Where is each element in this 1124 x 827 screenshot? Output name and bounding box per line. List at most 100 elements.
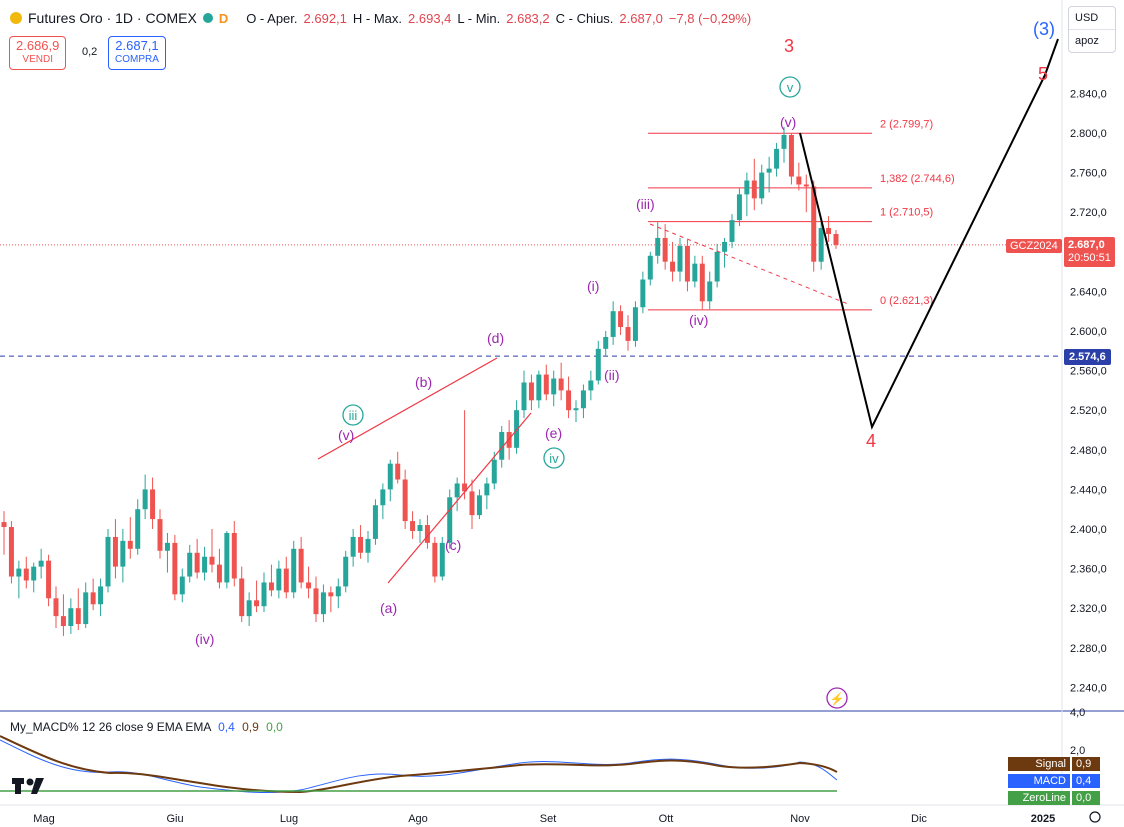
triangle-lower-trendline[interactable]: [387, 412, 532, 584]
candle-body: [580, 390, 586, 409]
candle-body: [751, 180, 757, 199]
events-lightning-icon[interactable]: [826, 687, 848, 709]
candle-body: [625, 327, 631, 341]
candle-body: [536, 374, 542, 401]
fib-level-label: 1,382 (2.744,6): [880, 173, 955, 185]
wave-label-v-top[interactable]: (v): [780, 114, 796, 130]
open-label: O - Aper.: [246, 10, 298, 26]
lightning-glyph: ⚡: [830, 692, 845, 706]
signal-value: 0,9: [1072, 757, 1100, 771]
wave-label-v-low[interactable]: (v): [338, 427, 354, 443]
market-status-icon[interactable]: [202, 13, 213, 23]
fib-level-label: 1 (2.710,5): [880, 207, 933, 219]
candle-body: [216, 564, 222, 583]
candle-body: [31, 566, 37, 581]
price-tick-label: 2.360,0: [1070, 564, 1107, 576]
fib-level-label: 2 (2.799,7): [880, 118, 933, 130]
fibonacci-extension[interactable]: 2 (2.799,7) 1,382 (2.744,6) 1 (2.710,5) 0 (…: [648, 118, 955, 311]
price-tick-label: 2.480,0: [1070, 445, 1107, 457]
candle-body: [105, 536, 111, 587]
apoz-button[interactable]: apoz: [1075, 35, 1099, 47]
candle-body: [803, 184, 809, 187]
wave-label-major-3[interactable]: 3: [784, 36, 794, 56]
candle-body: [788, 134, 794, 177]
hline-price-tag[interactable]: 2.574,6: [1064, 349, 1111, 365]
candle-body: [826, 228, 832, 234]
triangle-upper-trendline[interactable]: [317, 357, 498, 460]
candle-body: [818, 228, 824, 262]
wave-label-iv-may[interactable]: (iv): [195, 631, 214, 647]
candle-body: [209, 556, 215, 565]
candle-body: [387, 463, 393, 490]
candle-body: [684, 245, 690, 282]
candle-body: [306, 582, 312, 589]
wave-label-major-5[interactable]: 5: [1038, 64, 1048, 84]
sell-button[interactable]: 2.686,9 VENDI: [9, 36, 67, 70]
time-label-2025: 2025: [1031, 813, 1055, 825]
candle-body: [8, 527, 14, 577]
wave-label-b[interactable]: (b): [415, 374, 432, 390]
time-axis-settings-icon[interactable]: [1089, 811, 1101, 823]
candle-body: [424, 525, 430, 543]
price-tick-label: 2.640,0: [1070, 286, 1107, 298]
macd-legend[interactable]: My_MACD% 12 26 close 9 EMA EMA 0,4 0,9 0…: [10, 720, 283, 734]
candle-body: [714, 251, 720, 282]
signal-line: [0, 735, 838, 794]
price-tick-label: 2.600,0: [1070, 326, 1107, 338]
candle-body: [447, 497, 453, 543]
candle-body: [662, 237, 668, 262]
candle-body: [254, 600, 260, 607]
candle-body: [573, 408, 579, 411]
price-tick-label: 2.440,0: [1070, 484, 1107, 496]
signal-label: Signal: [1008, 757, 1070, 771]
candle-body: [268, 582, 274, 591]
candle-body: [157, 519, 163, 551]
buy-button[interactable]: 2.687,1 COMPRA: [108, 36, 166, 70]
candle-body: [75, 608, 81, 625]
wave-label-iv[interactable]: (iv): [689, 312, 708, 328]
wave-label-major-4[interactable]: 4: [866, 431, 876, 451]
candle-body: [484, 483, 490, 496]
candle-body: [462, 483, 468, 492]
candle-body: [127, 540, 133, 549]
candle-body: [164, 542, 170, 551]
price-tick-label: 2.560,0: [1070, 366, 1107, 378]
price-tick-label: 2.840,0: [1070, 88, 1107, 100]
exchange-logo-icon: [10, 12, 22, 24]
candle-body: [142, 489, 148, 510]
wave-label-e[interactable]: (e): [545, 425, 562, 441]
candle-body: [588, 380, 594, 391]
wave-circle-v[interactable]: [779, 76, 801, 98]
wave-iv-dashed-trendline[interactable]: [649, 223, 849, 305]
currency-select[interactable]: USD: [1069, 7, 1115, 30]
symbol-title[interactable]: Futures Oro · 1D · COMEX: [28, 10, 197, 26]
high-label: H - Max.: [352, 10, 403, 26]
candle-body: [1, 522, 7, 528]
delayed-badge[interactable]: D: [218, 10, 229, 26]
candle-body: [358, 536, 364, 553]
candle-body: [774, 148, 780, 169]
wave-label-i[interactable]: (i): [587, 278, 599, 294]
macd-value-1: 0,4: [218, 720, 235, 734]
wave-label-major-3-blue[interactable]: (3): [1033, 19, 1055, 39]
candle-body: [60, 616, 66, 627]
wave-label-c[interactable]: (c): [445, 537, 461, 553]
wave-label-a[interactable]: (a): [380, 600, 397, 616]
wave-label-ii[interactable]: (ii): [604, 367, 620, 383]
candle-body: [640, 279, 646, 308]
projected-wave-path[interactable]: [799, 38, 1059, 430]
wave-circle-iv[interactable]: [543, 447, 565, 469]
symbol-header: Futures Oro · 1D · COMEX D O - Aper. 2.6…: [10, 10, 751, 26]
candle-body: [112, 536, 118, 567]
macd-tick-2: 2,0: [1070, 745, 1085, 757]
tradingview-logo: [12, 778, 44, 794]
candle-body: [781, 134, 787, 149]
candle-body: [98, 586, 104, 605]
time-label-ott: Ott: [659, 813, 674, 825]
wave-circle-iii[interactable]: [342, 404, 364, 426]
wave-label-d[interactable]: (d): [487, 330, 504, 346]
candle-body: [90, 592, 96, 605]
wave-label-iii[interactable]: (iii): [636, 196, 655, 212]
price-axis[interactable]: 2.840,02.800,02.760,02.720,02.680,02.640…: [1070, 88, 1107, 694]
